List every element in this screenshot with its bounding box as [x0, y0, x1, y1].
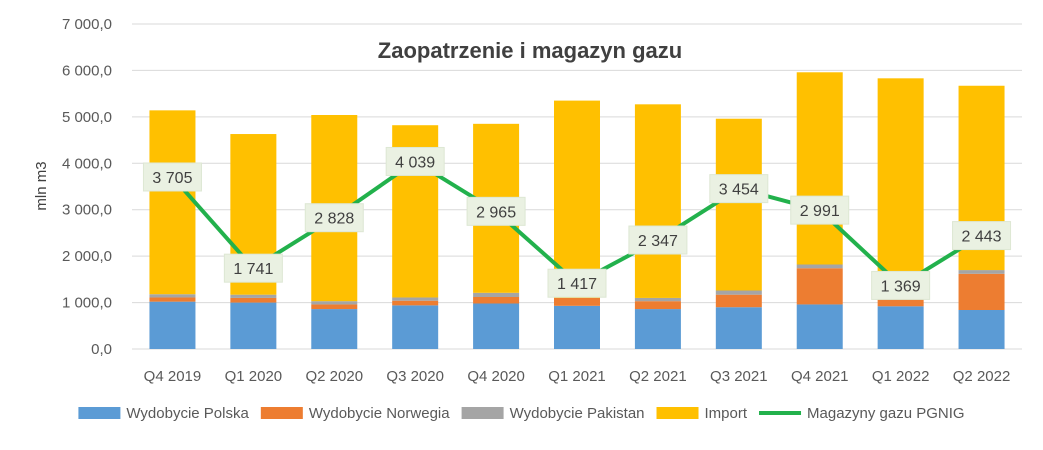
x-tick-label: Q1 2020	[225, 368, 283, 385]
legend-swatch	[260, 407, 303, 419]
x-tick-label: Q1 2022	[872, 368, 930, 385]
bar-segment	[311, 301, 358, 305]
bar-segment	[634, 297, 681, 302]
x-tick-label: Q2 2020	[305, 368, 363, 385]
data-label: 1 417	[557, 276, 597, 293]
data-label-box	[466, 196, 526, 226]
bar-segment	[958, 270, 1005, 274]
bar-segment	[554, 297, 600, 306]
bar-segment	[796, 264, 843, 269]
chart-title: Zaopatrzenie i magazyn gazu	[378, 38, 682, 63]
bar-segment	[473, 297, 520, 304]
bar-segment	[473, 303, 520, 349]
bar-segment	[311, 304, 358, 310]
bar-segment	[634, 301, 681, 310]
data-label-box	[547, 268, 607, 298]
data-label: 2 443	[962, 229, 1002, 246]
bar-segment	[311, 309, 358, 349]
bar-segment	[149, 297, 196, 302]
data-label-box	[709, 174, 769, 204]
bar-segment	[554, 100, 600, 298]
data-label: 2 965	[476, 204, 516, 221]
bar-segment	[958, 310, 1005, 349]
x-tick-label: Q4 2021	[791, 368, 849, 385]
data-label: 2 347	[638, 233, 678, 250]
data-label-box	[385, 146, 445, 176]
legend-label: Wydobycie Pakistan	[510, 405, 645, 422]
data-label: 4 039	[395, 154, 435, 171]
x-tick-label: Q3 2020	[386, 368, 444, 385]
bar-segment	[392, 305, 439, 349]
data-label: 1 369	[881, 278, 921, 295]
y-tick-label: 1 000,0	[62, 295, 112, 312]
bar-segment	[634, 309, 681, 349]
legend-swatch	[461, 407, 504, 419]
y-tick-label: 2 000,0	[62, 248, 112, 265]
bar-segment	[392, 300, 439, 306]
data-label-box	[952, 221, 1012, 251]
bar-segment	[149, 110, 196, 295]
x-tick-label: Q4 2020	[467, 368, 525, 385]
legend-label: Import	[705, 405, 748, 422]
data-label-box	[142, 162, 202, 192]
data-label: 3 705	[152, 170, 192, 187]
data-label: 2 991	[800, 203, 840, 220]
bar-segment	[796, 304, 843, 349]
legend-label: Magazyny gazu PGNIG	[807, 405, 965, 422]
y-tick-label: 0,0	[91, 341, 112, 358]
x-tick-label: Q2 2021	[629, 368, 687, 385]
x-tick-label: Q1 2021	[548, 368, 606, 385]
y-tick-label: 7 000,0	[62, 16, 112, 33]
bar-segment	[392, 297, 439, 301]
data-label-box	[628, 225, 688, 255]
bar-segment	[796, 268, 843, 305]
bar-segment	[715, 290, 762, 295]
bar-segment	[634, 104, 681, 298]
x-tick-label: Q3 2021	[710, 368, 768, 385]
bar-segment	[877, 297, 924, 307]
bar-segment	[715, 118, 762, 291]
bar-segment	[473, 292, 520, 297]
legend: Wydobycie Polska Wydobycie Norwegia Wydoby…	[78, 405, 965, 422]
bar-segment	[554, 305, 600, 349]
y-tick-label: 5 000,0	[62, 109, 112, 126]
data-label: 3 454	[719, 182, 759, 199]
bar-segment	[715, 307, 762, 349]
bar-segment	[230, 297, 277, 303]
bar-segment	[149, 301, 196, 349]
bar-segment	[230, 294, 277, 298]
bar-segment	[149, 294, 196, 298]
x-tick-label: Q2 2022	[953, 368, 1011, 385]
bar-segment	[230, 302, 277, 349]
data-label-box	[871, 270, 931, 300]
legend-label: Wydobycie Norwegia	[309, 405, 450, 422]
data-label: 2 828	[314, 211, 354, 228]
legend-swatch	[656, 407, 699, 419]
data-label: 1 741	[233, 261, 273, 278]
data-label-box	[304, 203, 364, 233]
bar-segment	[796, 72, 843, 265]
data-label-box	[790, 195, 850, 225]
bar-segment	[958, 273, 1005, 310]
legend-swatch	[78, 407, 121, 419]
bar-segment	[715, 294, 762, 308]
bar-segment	[877, 78, 924, 295]
bar-segment	[877, 306, 924, 349]
data-label-box	[223, 253, 283, 283]
y-tick-label: 6 000,0	[62, 62, 112, 79]
y-axis-label: mln m3	[33, 161, 50, 210]
y-tick-label: 4 000,0	[62, 155, 112, 172]
y-tick-label: 3 000,0	[62, 202, 112, 219]
x-tick-label: Q4 2019	[144, 368, 202, 385]
legend-label: Wydobycie Polska	[126, 405, 249, 422]
